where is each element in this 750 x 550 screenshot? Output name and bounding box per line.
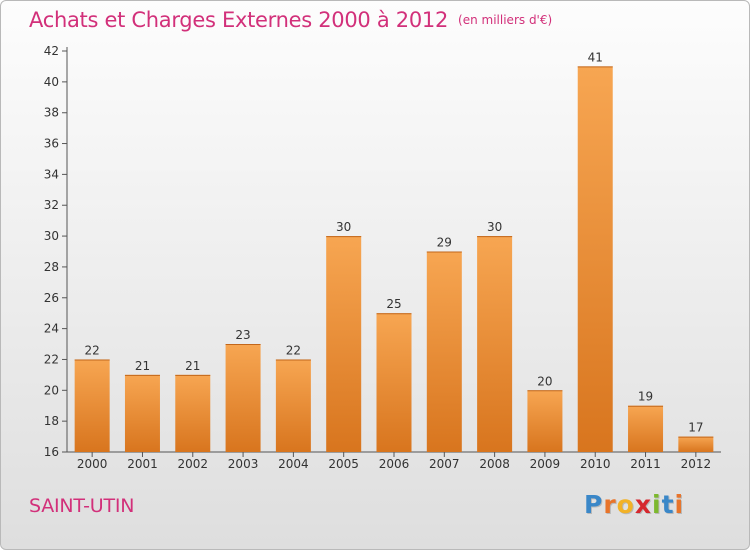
y-tick-label: 36: [44, 137, 59, 151]
x-tick-label: 2009: [530, 457, 561, 471]
bar-value-label: 30: [487, 220, 502, 234]
x-tick-label: 2005: [328, 457, 359, 471]
x-tick-label: 2008: [479, 457, 510, 471]
y-tick-label: 22: [44, 352, 59, 366]
chart-title: Achats et Charges Externes 2000 à 2012 (e…: [29, 8, 552, 32]
logo-letter: P: [584, 490, 604, 519]
bar-value-label: 19: [638, 390, 653, 404]
bar: [74, 359, 110, 452]
y-tick-label: 34: [44, 167, 59, 181]
bar: [628, 405, 664, 452]
bar-value-label: 21: [185, 359, 200, 373]
y-tick-label: 32: [44, 198, 59, 212]
x-tick-label: 2001: [127, 457, 158, 471]
y-tick-label: 26: [44, 291, 59, 305]
y-tick-label: 30: [44, 229, 59, 243]
bar: [376, 313, 412, 452]
bar: [175, 374, 211, 452]
bar-value-label: 23: [235, 328, 250, 342]
bar: [577, 66, 613, 452]
logo-letter: i: [652, 490, 662, 519]
bar: [124, 374, 160, 452]
logo-letter: t: [661, 490, 675, 519]
bar-value-label: 41: [588, 50, 603, 64]
y-tick-label: 24: [44, 322, 59, 336]
bar-value-label: 21: [135, 359, 150, 373]
bar-value-label: 17: [688, 421, 703, 435]
x-tick-label: 2003: [228, 457, 259, 471]
logo-letter: i: [674, 490, 685, 519]
bar-value-label: 25: [386, 297, 401, 311]
bar: [477, 236, 513, 452]
bar-value-label: 29: [437, 236, 452, 250]
y-tick-label: 18: [44, 414, 59, 428]
logo-letter: o: [616, 490, 635, 519]
logo-letter: x: [634, 490, 652, 519]
bar-value-label: 20: [537, 374, 552, 388]
y-tick-label: 16: [44, 445, 59, 459]
bar: [275, 359, 311, 452]
x-tick-label: 2012: [681, 457, 712, 471]
x-tick-label: 2002: [177, 457, 208, 471]
proxiti-logo: Proxiti: [584, 490, 684, 519]
bar-value-label: 22: [85, 343, 100, 357]
y-tick-label: 38: [44, 106, 59, 120]
x-tick-label: 2000: [77, 457, 108, 471]
bar: [678, 436, 714, 452]
bar: [225, 344, 261, 452]
logo-letter: r: [603, 490, 617, 519]
bar-value-label: 30: [336, 220, 351, 234]
x-tick-label: 2010: [580, 457, 611, 471]
commune-name: SAINT-UTIN: [29, 495, 135, 517]
y-tick-label: 20: [44, 383, 59, 397]
x-tick-label: 2011: [630, 457, 661, 471]
chart-subtitle: (en milliers d'€): [458, 13, 553, 27]
y-tick-label: 42: [44, 44, 59, 58]
y-tick-label: 40: [44, 75, 59, 89]
y-tick-label: 28: [44, 260, 59, 274]
x-tick-label: 2006: [379, 457, 410, 471]
bar: [426, 251, 462, 452]
bar: [326, 236, 362, 452]
x-tick-label: 2004: [278, 457, 309, 471]
bar-value-label: 22: [286, 343, 301, 357]
bar: [527, 390, 563, 452]
chart-title-text: Achats et Charges Externes 2000 à 2012: [29, 8, 449, 32]
x-tick-label: 2007: [429, 457, 460, 471]
